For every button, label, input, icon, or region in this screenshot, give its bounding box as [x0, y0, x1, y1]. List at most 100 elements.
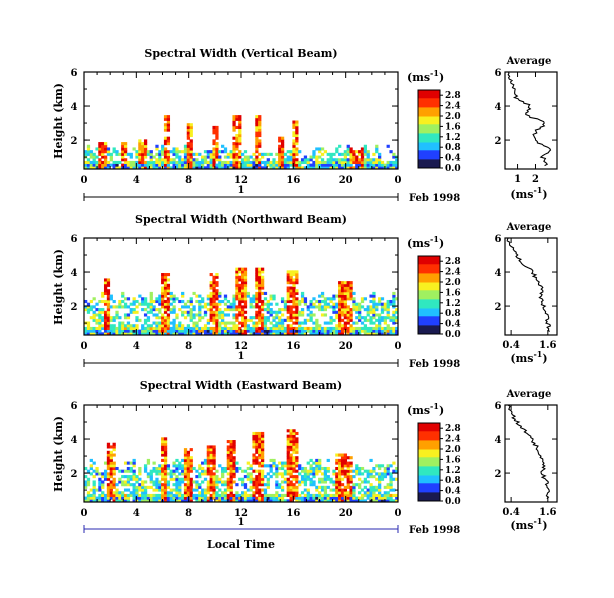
heatmap-cell [372, 158, 376, 162]
heatmap-cell [106, 488, 111, 492]
heatmap-cell [252, 297, 256, 301]
heatmap-cell [323, 493, 328, 498]
heatmap-cell [295, 289, 299, 293]
heatmap-cell [98, 326, 102, 331]
heatmap-cell [352, 469, 356, 473]
heatmap-cells [84, 429, 398, 502]
heatmap-cell [258, 461, 262, 465]
heatmap-cell [143, 147, 148, 151]
colorbar-segment [418, 287, 440, 289]
heatmap-cell [143, 493, 148, 498]
heatmap-cell [166, 321, 171, 325]
heatmap-cell [363, 147, 367, 151]
heatmap-cell [103, 150, 108, 154]
heatmap-cell [255, 158, 259, 162]
heatmap-cell [366, 491, 370, 495]
average-units: (ms-1) [510, 516, 547, 532]
heatmap-cell [315, 158, 319, 162]
heatmap-cell [338, 488, 342, 492]
heatmap-cell [349, 461, 353, 465]
heatmap-cell [243, 297, 248, 301]
heatmap-cell [292, 139, 296, 143]
heatmap-cell [235, 155, 239, 159]
heatmap-cell [121, 324, 125, 328]
heatmap-cell [272, 324, 276, 328]
heatmap-cell [226, 464, 230, 468]
heatmap-cell [209, 294, 213, 298]
heatmap-cell [123, 166, 128, 169]
heatmap-cell [238, 152, 242, 156]
heatmap-cell [238, 155, 242, 159]
heatmap-cell [309, 499, 313, 502]
average-y-ticks: 246 [495, 401, 557, 480]
heatmap-cell [312, 150, 316, 154]
heatmap-cell [289, 318, 293, 322]
heatmap-cell [366, 166, 370, 169]
heatmap-cell [106, 308, 111, 312]
heatmap-cell [349, 294, 353, 298]
heatmap-cell [312, 155, 316, 159]
colorbar-segment [418, 258, 440, 261]
heatmap-cell [318, 160, 322, 165]
heatmap-cell [206, 302, 210, 306]
heatmap-cell [152, 461, 156, 465]
heatmap-cell [163, 326, 168, 331]
heatmap-cell [223, 499, 228, 502]
heatmap-cell [243, 326, 248, 331]
heatmap-cell [309, 158, 313, 162]
heatmap-cell [378, 299, 382, 304]
heatmap-cell [212, 305, 216, 309]
heatmap-cell [383, 466, 387, 471]
heatmap-cell [161, 477, 165, 481]
heatmap-cell [178, 472, 182, 476]
heatmap-cell [260, 431, 265, 436]
heatmap-cell [260, 469, 265, 473]
heatmap-cell [318, 493, 322, 498]
heatmap-cell [98, 496, 102, 500]
y-tick-label: 4 [71, 102, 78, 113]
average-y-ticks: 246 [495, 68, 557, 147]
heatmap-cell [181, 326, 185, 331]
heatmap-cell [126, 305, 131, 309]
heatmap-cell [175, 475, 179, 479]
heatmap-cell [246, 466, 250, 471]
heatmap-cell [103, 147, 108, 151]
heatmap-cell [84, 499, 88, 502]
heatmap-cell [289, 488, 293, 492]
heatmap-cell [141, 480, 145, 484]
heatmap-cell [338, 158, 342, 162]
heatmap-cell [360, 299, 365, 304]
heatmap-cell [306, 158, 310, 162]
heatmap-cell [229, 163, 233, 167]
heatmap-cell [343, 294, 348, 298]
heatmap-cell [212, 281, 216, 285]
heatmap-cell [315, 488, 319, 492]
heatmap-cell [161, 305, 165, 309]
heatmap-cell [295, 278, 299, 282]
heatmap-cell [221, 466, 225, 471]
heatmap-cell [149, 150, 153, 154]
heatmap-cell [260, 281, 265, 285]
heatmap-cell [198, 475, 202, 479]
heatmap-cell [349, 480, 353, 484]
heatmap-cell [146, 318, 151, 322]
heatmap-cell [312, 321, 316, 325]
heatmap-cell [215, 313, 219, 317]
heatmap-cell [166, 278, 171, 282]
heatmap-cell [258, 448, 262, 452]
heatmap-cell [149, 305, 153, 309]
heatmap-cell [92, 166, 96, 169]
heatmap-cell [320, 480, 325, 484]
heatmap-cell [243, 329, 248, 333]
heatmap-cell [161, 289, 165, 293]
heatmap-cell [135, 150, 139, 154]
heatmap-cell [103, 477, 108, 481]
heatmap-cell [118, 469, 122, 473]
heatmap-cell [215, 324, 219, 328]
heatmap-cell [383, 326, 387, 331]
colorbar-segment [418, 318, 440, 321]
heatmap-cell [272, 294, 276, 298]
heatmap-cell [358, 329, 362, 333]
heatmap-cell [289, 466, 293, 471]
heatmap-cell [289, 448, 293, 452]
